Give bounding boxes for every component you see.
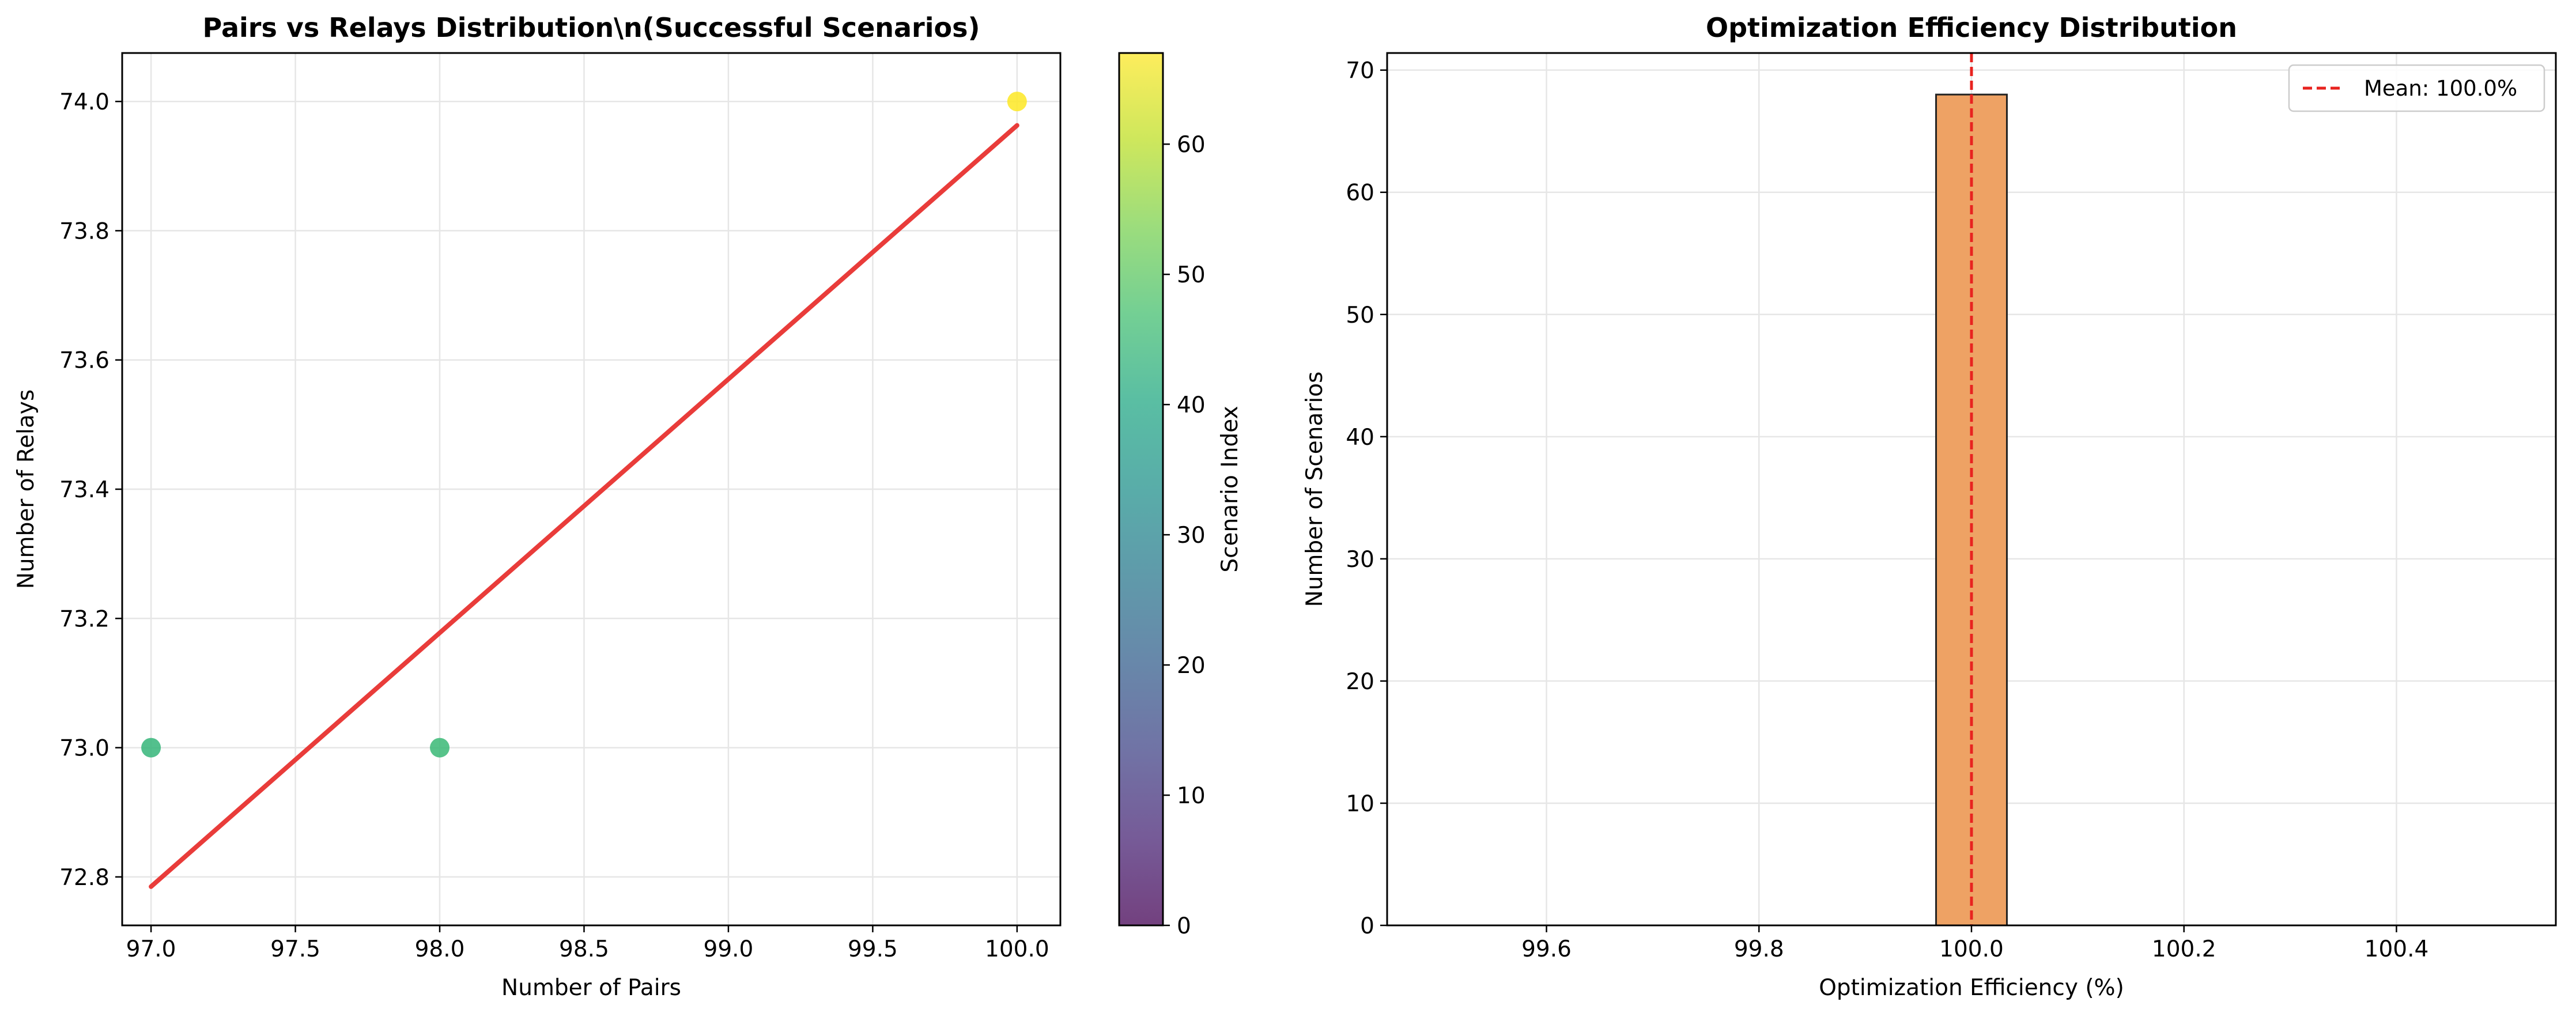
- histogram-x-tick-label: 100.2: [2152, 936, 2216, 962]
- scatter-y-tick-label: 72.8: [59, 865, 109, 891]
- scatter-y-tick-label: 73.4: [59, 477, 109, 503]
- histogram-y-tick-label: 50: [1346, 303, 1374, 328]
- scatter-x-ticks: 97.0 97.5 98.0 98.5 99.0 99.5 100.0: [126, 925, 1049, 962]
- colorbar-tick-label: 50: [1177, 262, 1206, 288]
- colorbar: 0 10 20 30 40 50 60 Scenario Index: [1118, 52, 1243, 939]
- scatter-x-tick-label: 97.5: [270, 936, 320, 962]
- legend-mean-label: Mean: 100.0%: [2364, 76, 2517, 101]
- histogram-y-tick-label: 20: [1346, 669, 1374, 695]
- histogram-x-tick-label: 99.6: [1521, 936, 1572, 962]
- histogram-y-tick-label: 30: [1346, 547, 1374, 573]
- scatter-x-tick-label: 100.0: [985, 936, 1049, 962]
- histogram-y-tick-label: 70: [1346, 58, 1374, 84]
- scatter-x-tick-label: 98.0: [415, 936, 465, 962]
- scatter-x-tick-label: 97.0: [126, 936, 176, 962]
- histogram-title: Optimization Efficiency Distribution: [1706, 12, 2237, 43]
- scatter-point: [1007, 92, 1027, 112]
- colorbar-tick-label: 10: [1177, 783, 1206, 809]
- scatter-y-ticks: 72.8 73.0 73.2 73.4 73.6 73.8 74.0: [59, 89, 122, 891]
- colorbar-tick-label: 60: [1177, 132, 1206, 158]
- scatter-y-tick-label: 73.0: [59, 736, 109, 762]
- scatter-title: Pairs vs Relays Distribution\n(Successfu…: [202, 12, 980, 43]
- histogram-y-tick-label: 40: [1346, 425, 1374, 451]
- colorbar-ticks: 0 10 20 30 40 50 60: [1163, 132, 1206, 939]
- legend-box: [2288, 64, 2545, 112]
- colorbar-tick-label: 20: [1177, 653, 1206, 679]
- colorbar-tick-label: 30: [1177, 523, 1206, 549]
- colorbar-tick-label: 40: [1177, 392, 1206, 418]
- scatter-point: [430, 738, 450, 758]
- histogram-marks: [1935, 53, 2008, 927]
- colorbar-gradient: [1119, 53, 1163, 925]
- scatter-grid: [122, 53, 1060, 925]
- colorbar-frame: [1118, 52, 1164, 927]
- histogram-y-ticks: 0 10 20 30 40 50 60 70: [1346, 58, 1387, 939]
- scatter-x-tick-label: 98.5: [559, 936, 609, 962]
- histogram-legend: Mean: 100.0%: [2288, 64, 2545, 112]
- scatter-y-tick-label: 74.0: [59, 89, 109, 115]
- scatter-x-tick-label: 99.5: [848, 936, 898, 962]
- scatter-y-tick-label: 73.6: [59, 348, 109, 374]
- scatter-marks: [141, 92, 1027, 889]
- histogram-x-axis-label: Optimization Efficiency (%): [1819, 975, 2124, 1001]
- colorbar-tick-label: 0: [1177, 913, 1191, 939]
- scatter-y-tick-label: 73.8: [59, 218, 109, 244]
- scatter-y-axis-label: Number of Relays: [13, 390, 39, 589]
- histogram-y-tick-label: 10: [1346, 791, 1374, 817]
- scatter-point: [141, 738, 161, 758]
- scatter-x-axis-label: Number of Pairs: [501, 975, 681, 1001]
- scatter-x-tick-label: 99.0: [704, 936, 754, 962]
- scatter-trend-line: [149, 123, 1019, 889]
- histogram-y-tick-label: 0: [1360, 913, 1374, 939]
- colorbar-label: Scenario Index: [1217, 406, 1243, 572]
- histogram-chart: Optimization Efficiency Distribution 99.…: [1302, 12, 2557, 1001]
- histogram-y-tick-label: 60: [1346, 180, 1374, 206]
- histogram-x-tick-label: 100.4: [2365, 936, 2429, 962]
- histogram-x-tick-label: 100.0: [1939, 936, 2004, 962]
- histogram-y-axis-label: Number of Scenarios: [1302, 372, 1328, 607]
- scatter-chart: Pairs vs Relays Distribution\n(Successfu…: [13, 12, 1243, 1001]
- scatter-y-tick-label: 73.2: [59, 606, 109, 632]
- histogram-x-tick-label: 99.8: [1734, 936, 1784, 962]
- histogram-x-ticks: 99.6 99.8 100.0 100.2 100.4: [1521, 925, 2428, 962]
